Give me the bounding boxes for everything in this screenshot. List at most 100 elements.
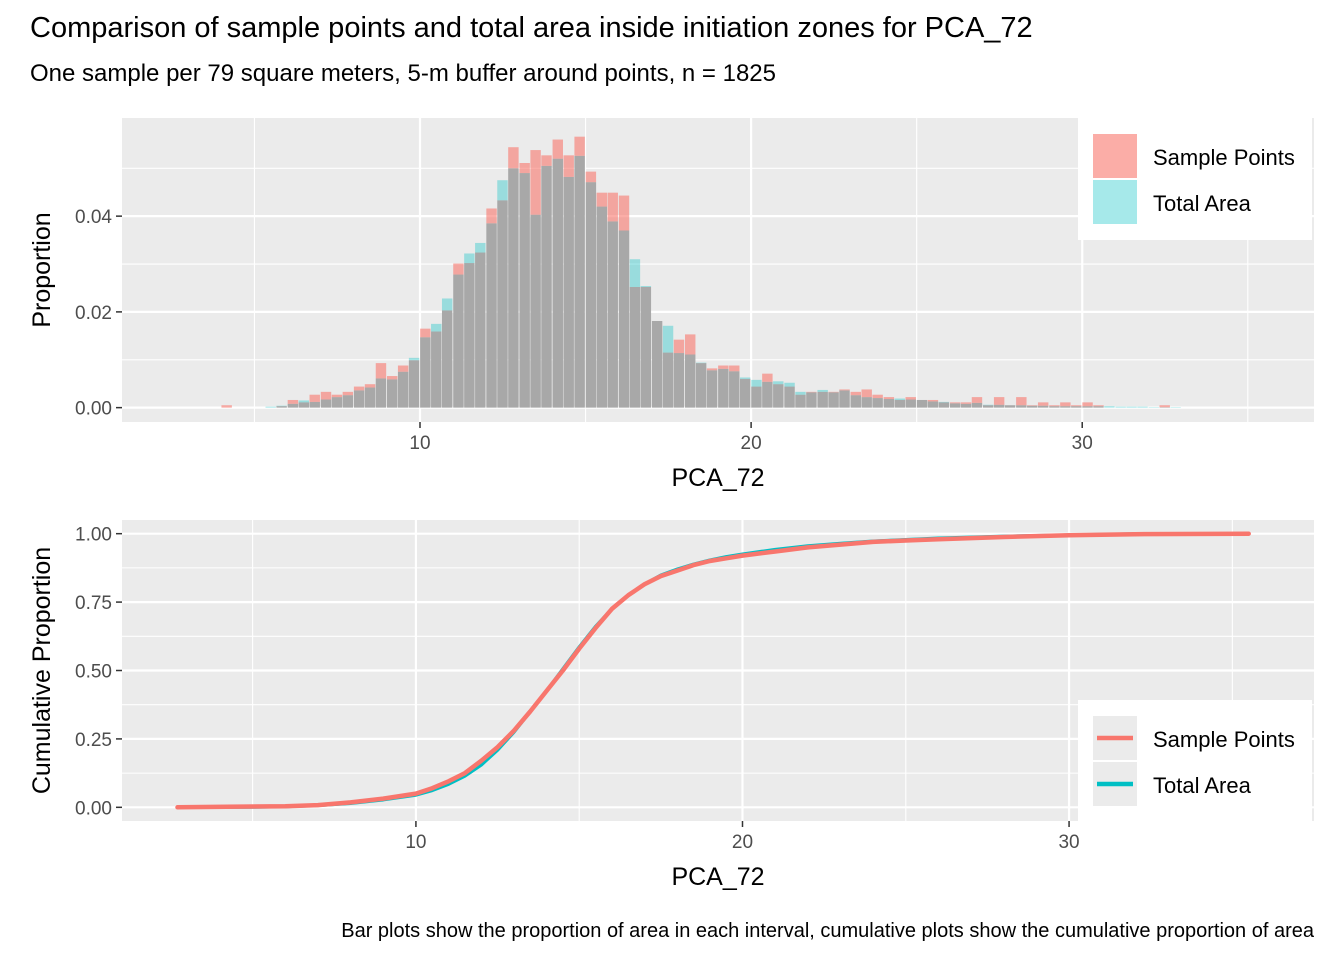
histogram-bar-overlap <box>497 200 508 408</box>
y-tick-label: 0.75 <box>75 593 112 614</box>
histogram-bar-sample-points <box>486 208 497 224</box>
histogram-bar-sample-points <box>585 171 597 183</box>
histogram-bar-total-area <box>265 406 276 408</box>
histogram-bar-sample-points <box>1093 405 1104 407</box>
histogram-bar-sample-points <box>927 399 939 402</box>
histogram-x-ticks: 10 20 30 <box>409 422 1093 454</box>
histogram-bar-total-area <box>1115 406 1126 408</box>
y-tick-label: 0.25 <box>75 730 112 751</box>
histogram-bar-sample-points <box>397 365 409 372</box>
chart-caption: Bar plots show the proportion of area in… <box>341 920 1314 942</box>
legend-label-total-area: Total Area <box>1153 773 1252 798</box>
histogram-bar-overlap <box>971 402 983 408</box>
histogram-bar-sample-points <box>762 373 773 382</box>
histogram-bar-overlap <box>441 310 453 408</box>
chart-title: Comparison of sample points and total ar… <box>30 12 1033 44</box>
histogram-bar-sample-points <box>618 195 630 231</box>
histogram-bar-overlap <box>927 401 939 408</box>
histogram-bar-sample-points <box>839 389 850 391</box>
histogram-bar-sample-points <box>729 365 740 372</box>
histogram-bar-sample-points <box>508 147 519 169</box>
histogram-bar-overlap <box>960 403 972 408</box>
histogram-bar-overlap <box>1049 406 1060 408</box>
histogram-bar-overlap <box>739 378 751 408</box>
histogram-bar-overlap <box>1060 406 1071 408</box>
histogram-panel: 10 20 30 0.00 0.02 0.04 PCA_72 Proportion Sa… <box>28 118 1314 492</box>
histogram-bar-overlap <box>883 399 895 408</box>
histogram-bar-sample-points <box>685 334 696 355</box>
histogram-bar-sample-points <box>872 394 883 399</box>
histogram-y-axis-title: Proportion <box>28 212 56 327</box>
y-tick-label: 0.00 <box>75 798 112 819</box>
histogram-bar-sample-points <box>453 263 464 275</box>
histogram-bar-sample-points <box>331 394 343 398</box>
histogram-bar-overlap <box>486 223 497 408</box>
histogram-bar-overlap <box>795 394 806 408</box>
histogram-bar-overlap <box>1027 405 1038 408</box>
histogram-bar-overlap <box>574 155 585 408</box>
x-tick-label: 20 <box>732 832 753 853</box>
histogram-bar-overlap <box>828 392 839 408</box>
histogram-bar-total-area <box>629 259 641 287</box>
histogram-bar-total-area <box>640 286 652 287</box>
histogram-bar-total-area <box>441 298 453 311</box>
histogram-bar-overlap <box>894 399 906 408</box>
histogram-bar-overlap <box>353 390 365 408</box>
histogram-bar-overlap <box>983 405 994 408</box>
cumulative-x-axis-title: PCA_72 <box>671 863 764 891</box>
histogram-bar-overlap <box>673 353 685 408</box>
legend-label-total-area: Total Area <box>1153 191 1252 216</box>
histogram-bar-overlap <box>861 397 872 408</box>
histogram-bar-overlap <box>475 252 486 408</box>
x-tick-label: 30 <box>1058 832 1079 853</box>
histogram-bar-sample-points <box>530 150 541 215</box>
histogram-bar-overlap <box>585 182 597 408</box>
histogram-bar-overlap <box>938 402 950 408</box>
histogram-bar-total-area <box>1126 406 1137 408</box>
histogram-bar-overlap <box>762 381 773 408</box>
histogram-bar-overlap <box>464 263 475 408</box>
histogram-bar-total-area <box>431 323 442 332</box>
histogram-bar-sample-points <box>364 384 376 388</box>
histogram-bar-overlap <box>695 363 707 408</box>
histogram-bar-overlap <box>1082 406 1093 408</box>
histogram-bar-overlap <box>541 165 552 408</box>
histogram-bar-sample-points <box>861 389 872 398</box>
cumulative-x-ticks: 10 20 30 <box>405 821 1080 853</box>
chart-subtitle: One sample per 79 square meters, 5-m buf… <box>30 60 776 87</box>
histogram-bar-overlap <box>607 221 618 408</box>
histogram-bar-sample-points <box>552 139 563 159</box>
histogram-bar-sample-points <box>519 163 530 174</box>
histogram-bar-overlap <box>685 354 696 408</box>
histogram-x-axis-title: PCA_72 <box>671 464 764 492</box>
histogram-bar-overlap <box>773 384 784 408</box>
histogram-bar-overlap <box>872 398 883 408</box>
histogram-bar-total-area <box>1104 406 1115 408</box>
histogram-bar-overlap <box>1037 405 1049 408</box>
histogram-bar-overlap <box>916 399 928 408</box>
histogram-bar-sample-points <box>673 339 685 354</box>
histogram-bar-sample-points <box>949 402 961 404</box>
histogram-bar-overlap <box>806 392 817 408</box>
histogram-bar-sample-points <box>718 365 729 369</box>
histogram-bar-overlap <box>629 286 641 408</box>
histogram-bar-overlap <box>706 370 718 408</box>
x-tick-label: 30 <box>1072 433 1093 454</box>
histogram-bar-sample-points <box>287 399 299 404</box>
histogram-bar-overlap <box>817 391 828 408</box>
histogram-bar-total-area <box>662 325 674 353</box>
cumulative-y-ticks: 0.00 0.25 0.50 0.75 1.00 <box>75 525 122 819</box>
cumulative-legend: Sample Points Total Area <box>1078 700 1312 822</box>
histogram-bar-overlap <box>596 206 608 408</box>
histogram-bar-sample-points <box>706 368 718 371</box>
legend-label-sample-points: Sample Points <box>1153 145 1295 170</box>
histogram-bar-overlap <box>993 404 1005 408</box>
histogram-bar-overlap <box>949 403 961 408</box>
histogram-bar-overlap <box>839 390 850 408</box>
histogram-bar-total-area <box>773 381 784 385</box>
histogram-bar-sample-points <box>960 402 972 404</box>
histogram-bar-sample-points <box>574 136 585 156</box>
histogram-bar-sample-points <box>563 155 574 177</box>
histogram-bar-overlap <box>397 371 409 408</box>
histogram-bar-overlap <box>1093 406 1104 408</box>
